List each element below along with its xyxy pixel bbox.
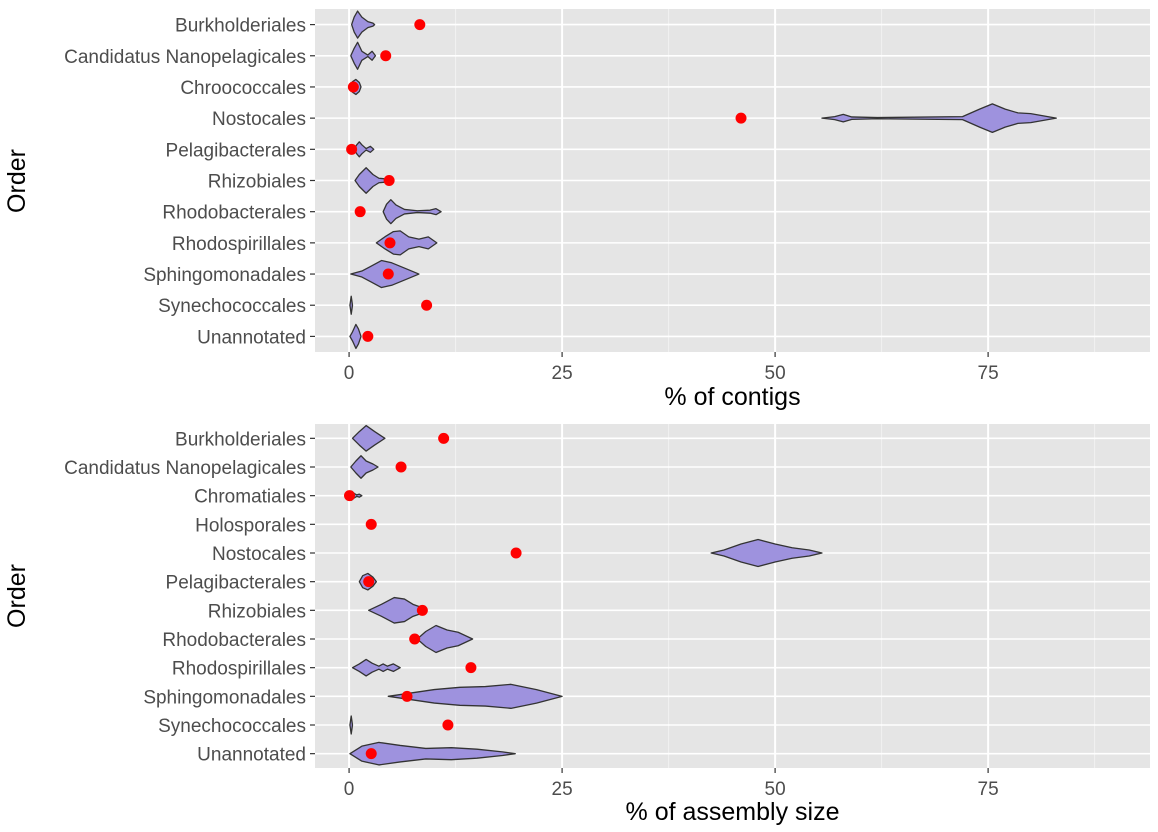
category-label-chroococcales: Chroococcales: [180, 78, 306, 99]
point-nostocales: [736, 113, 747, 124]
category-label-unannotated: Unannotated: [197, 745, 306, 766]
point-pelagibacterales: [363, 576, 374, 587]
category-label-rhodospirillales: Rhodospirillales: [172, 659, 306, 680]
category-label-sphingomonadales: Sphingomonadales: [143, 687, 306, 708]
point-nostocales: [511, 548, 522, 559]
category-label-synechococcales: Synechococcales: [158, 716, 306, 737]
category-label-rhizobiales: Rhizobiales: [208, 172, 306, 193]
x-tick-label: 75: [978, 363, 999, 384]
point-unannotated: [366, 748, 377, 759]
point-candidatus-nanopelagicales: [396, 462, 407, 473]
category-label-candidatus-nanopelagicales: Candidatus Nanopelagicales: [64, 458, 306, 479]
x-tick-label: 50: [765, 363, 786, 384]
point-rhizobiales: [384, 175, 395, 186]
x-tick-label: 0: [344, 363, 355, 384]
x-tick-label: 25: [552, 363, 573, 384]
x-axis-title: % of contigs: [664, 383, 800, 411]
category-label-nostocales: Nostocales: [212, 109, 306, 130]
category-label-rhizobiales: Rhizobiales: [208, 601, 306, 622]
violin-synechococcales: [350, 296, 353, 314]
point-unannotated: [362, 331, 373, 342]
point-rhizobiales: [417, 605, 428, 616]
point-rhodobacterales: [355, 206, 366, 217]
y-axis-title: Order: [3, 564, 31, 628]
point-pelagibacterales: [346, 144, 357, 155]
x-tick-label: 75: [978, 779, 999, 800]
point-synechococcales: [442, 720, 453, 731]
x-tick-label: 25: [552, 779, 573, 800]
point-sphingomonadales: [402, 691, 413, 702]
x-tick-label: 0: [344, 779, 355, 800]
category-label-pelagibacterales: Pelagibacterales: [166, 573, 306, 594]
point-rhodospirillales: [384, 237, 395, 248]
point-synechococcales: [421, 300, 432, 311]
category-label-burkholderiales: Burkholderiales: [175, 16, 306, 37]
category-label-rhodospirillales: Rhodospirillales: [172, 234, 306, 255]
assembly-size-violin-panel: Burkholderiales Candidatus Nanopelagicale…: [3, 424, 1150, 826]
category-label-sphingomonadales: Sphingomonadales: [143, 265, 306, 286]
point-rhodospirillales: [465, 662, 476, 673]
point-chromatiales: [344, 490, 355, 501]
contigs-violin-panel: Burkholderiales Candidatus Nanopelagicale…: [3, 9, 1150, 411]
category-label-chromatiales: Chromatiales: [194, 487, 306, 508]
point-chroococcales: [348, 81, 359, 92]
point-sphingomonadales: [383, 269, 394, 280]
plot-background: [315, 424, 1150, 768]
category-label-unannotated: Unannotated: [197, 327, 306, 348]
category-label-pelagibacterales: Pelagibacterales: [166, 140, 306, 161]
point-candidatus-nanopelagicales: [380, 50, 391, 61]
category-label-rhodobacterales: Rhodobacterales: [162, 630, 306, 651]
y-axis-title: Order: [3, 149, 31, 213]
category-label-holosporales: Holosporales: [195, 515, 306, 536]
point-burkholderiales: [438, 433, 449, 444]
category-label-synechococcales: Synechococcales: [158, 296, 306, 317]
point-rhodobacterales: [409, 634, 420, 645]
category-label-nostocales: Nostocales: [212, 544, 306, 565]
point-burkholderiales: [414, 19, 425, 30]
category-label-rhodobacterales: Rhodobacterales: [162, 203, 306, 224]
category-label-candidatus-nanopelagicales: Candidatus Nanopelagicales: [64, 47, 306, 68]
x-tick-label: 50: [765, 779, 786, 800]
category-label-burkholderiales: Burkholderiales: [175, 429, 306, 450]
point-holosporales: [366, 519, 377, 530]
violin-synechococcales: [350, 716, 353, 734]
x-axis-title: % of assembly size: [626, 798, 840, 826]
